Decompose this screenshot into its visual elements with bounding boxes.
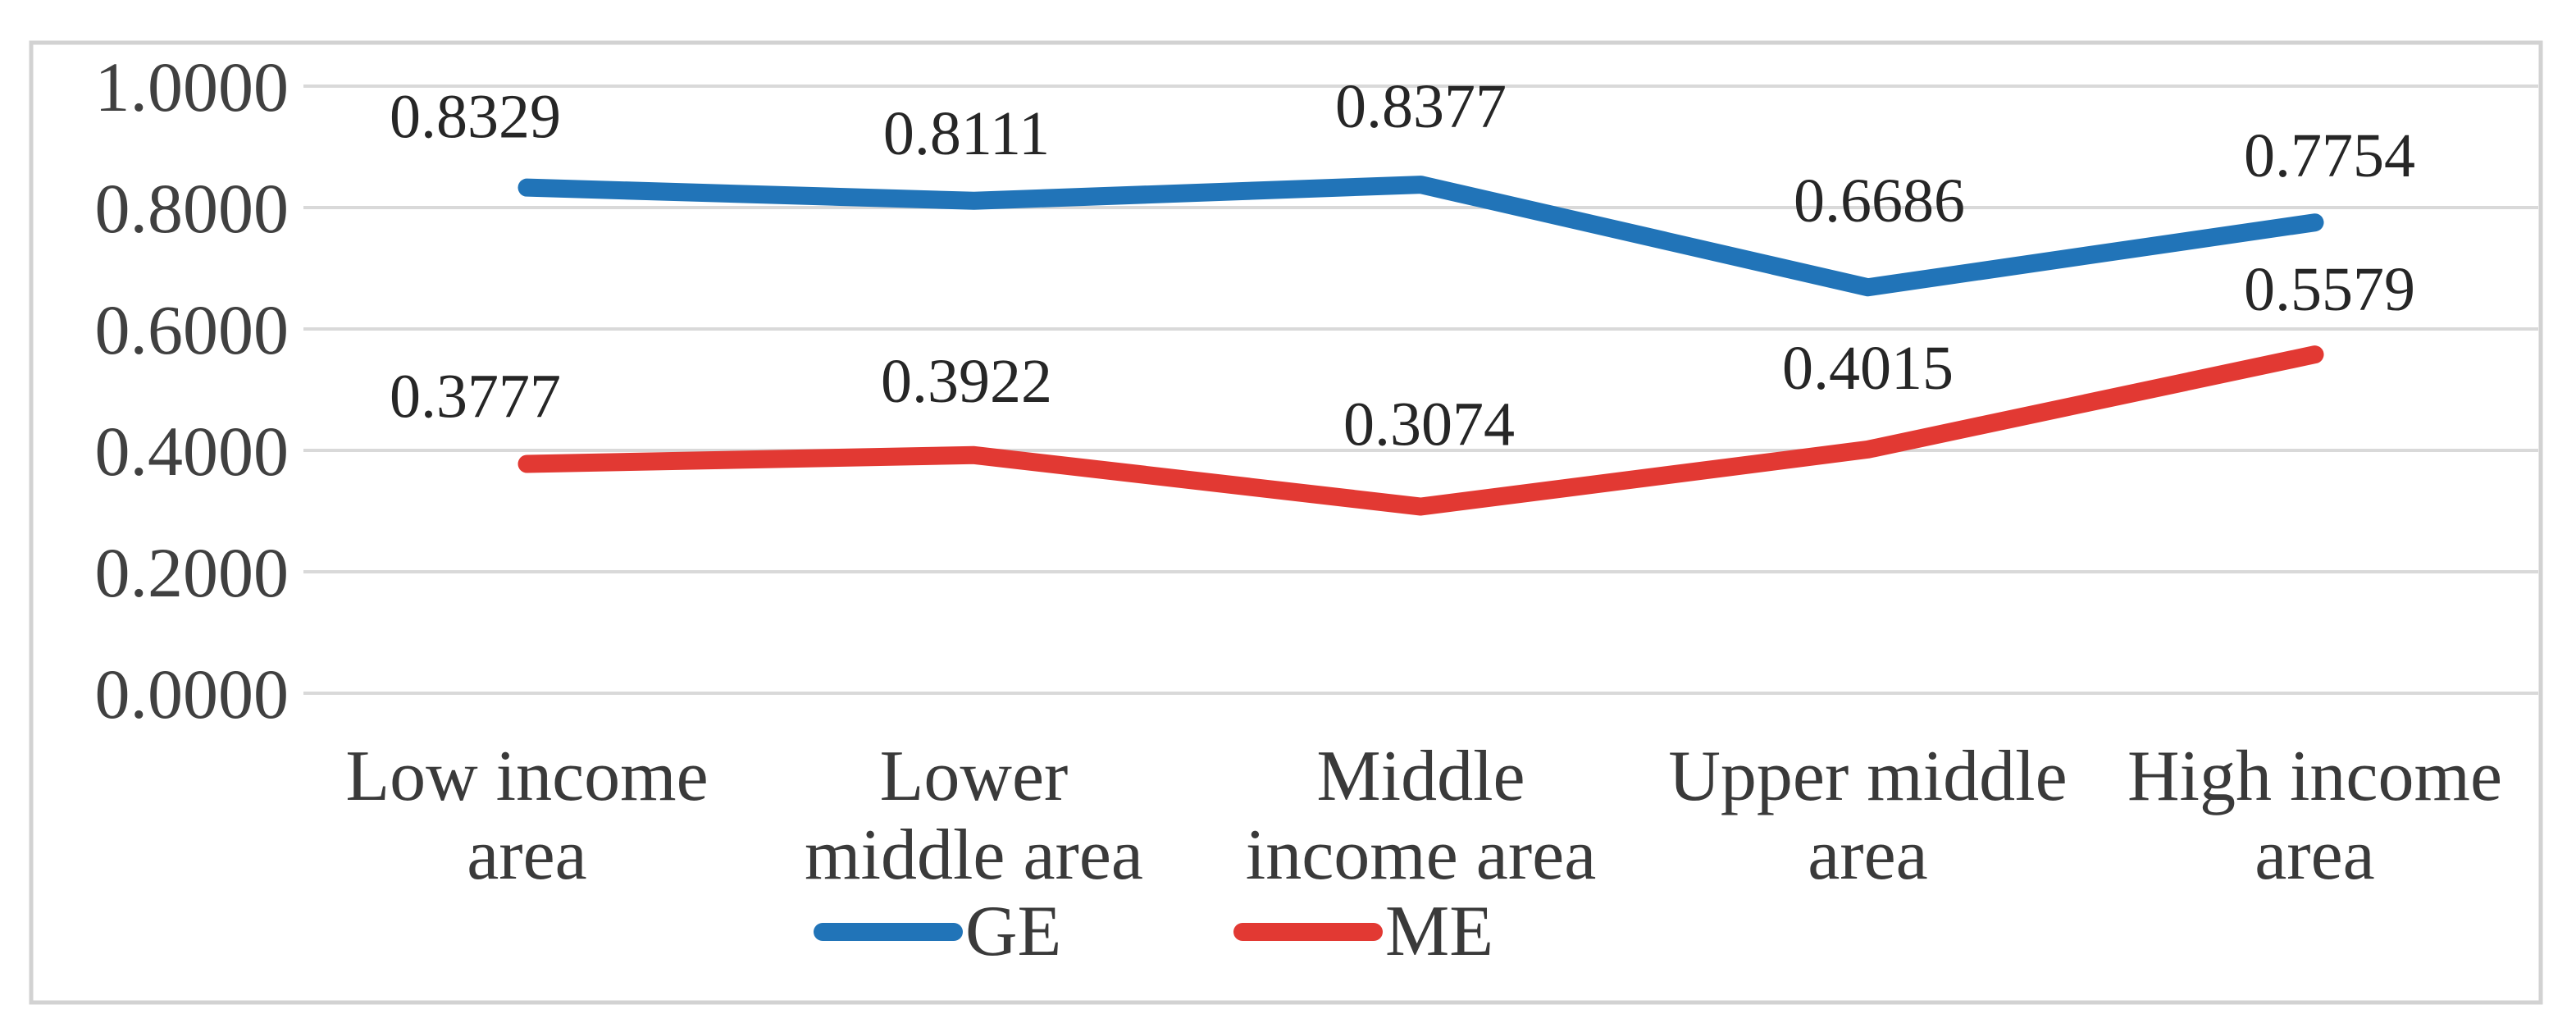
category-label: High income area — [2127, 737, 2502, 895]
data-label-ge: 0.8111 — [883, 99, 1050, 168]
data-label-ge: 0.8377 — [1335, 72, 1507, 141]
data-label-me: 0.4015 — [1782, 334, 1954, 403]
data-labels-me: 0.3777 0.3922 0.3074 0.4015 0.5579 — [390, 255, 2415, 459]
y-tick-label: 0.8000 — [95, 169, 290, 248]
data-label-me: 0.3777 — [390, 363, 561, 432]
y-tick-label: 0.4000 — [95, 412, 290, 491]
y-tick-label: 0.2000 — [95, 533, 290, 612]
legend-label-ge: GE — [965, 892, 1061, 971]
data-labels-ge: 0.8329 0.8111 0.8377 0.6686 0.7754 — [390, 72, 2415, 235]
category-label: Upper middle area — [1668, 737, 2067, 895]
x-axis-categories-group: Low income area Lower middle area Middle inco… — [345, 737, 2502, 895]
category-label: Lower middle area — [805, 737, 1143, 895]
data-label-me: 0.3922 — [881, 347, 1052, 416]
data-label-me: 0.3074 — [1343, 390, 1515, 459]
data-label-ge: 0.6686 — [1794, 167, 1965, 235]
gridlines-group — [303, 84, 2538, 695]
category-label: Middle income area — [1246, 737, 1597, 895]
series-line-me — [517, 345, 2324, 516]
data-label-me: 0.5579 — [2244, 255, 2415, 324]
y-axis-ticks-group: 0.0000 0.2000 0.4000 0.6000 0.8000 1.0000 — [95, 48, 290, 733]
chart-frame — [29, 40, 2543, 1005]
series-line-ge — [517, 176, 2324, 297]
y-tick-label: 0.0000 — [95, 655, 290, 733]
legend: GE ME — [814, 892, 1493, 971]
data-label-ge: 0.8329 — [390, 83, 561, 152]
data-label-ge: 0.7754 — [2244, 121, 2415, 190]
y-tick-label: 1.0000 — [95, 48, 290, 126]
legend-label-me: ME — [1385, 892, 1493, 971]
category-label: Low income area — [345, 737, 708, 895]
y-tick-label: 0.6000 — [95, 290, 290, 369]
